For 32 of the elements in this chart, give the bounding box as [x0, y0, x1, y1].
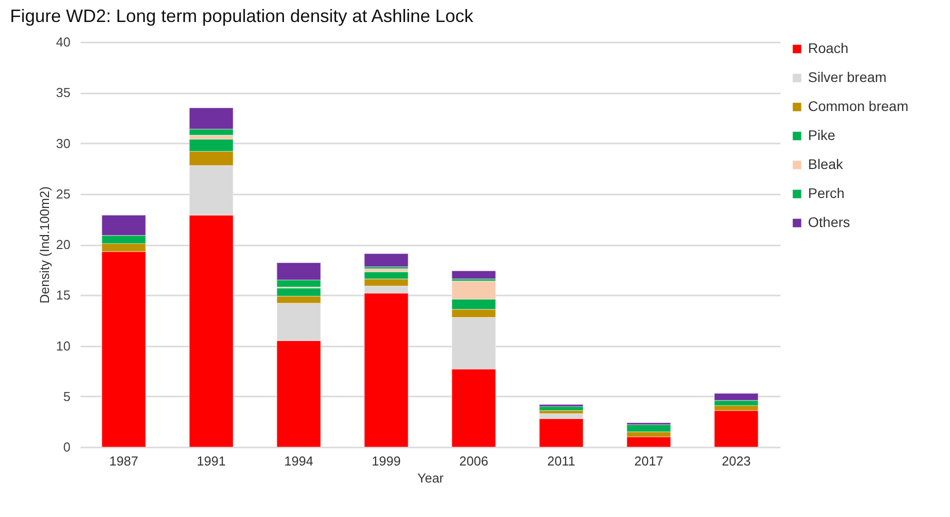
y-tick-label: 15	[56, 288, 70, 303]
x-tick-label: 2023	[722, 454, 751, 468]
legend-label: Bleak	[808, 156, 844, 172]
chart-title: Figure WD2: Long term population density at Ashline Lock	[10, 6, 474, 26]
legend-label: Perch	[808, 185, 845, 201]
y-tick-label: 10	[56, 338, 70, 354]
legend-label: Others	[808, 214, 850, 230]
legend-label: Pike	[808, 127, 836, 143]
bar	[452, 270, 496, 280]
legend-label: Silver bream	[808, 69, 887, 85]
bar	[714, 410, 758, 448]
y-tick-label: 35	[56, 85, 70, 100]
bar	[539, 404, 584, 407]
x-tick-label: 2006	[459, 454, 488, 468]
x-axis-title: Year	[417, 470, 444, 486]
y-tick-label: 40	[56, 34, 70, 50]
y-tick-label: 25	[56, 186, 70, 202]
x-tick-label: 2011	[547, 454, 576, 468]
legend-label: Common bream	[808, 98, 908, 114]
x-tick-label: 2017	[634, 454, 664, 468]
y-axis-title: Density (Ind.100m2)	[37, 186, 52, 304]
y-tick-label: 30	[56, 136, 70, 151]
x-tick-label: 1999	[372, 454, 401, 468]
y-tick-label: 5	[63, 388, 70, 404]
x-tick-label: 1994	[284, 454, 314, 468]
legend-label: Roach	[808, 40, 848, 56]
y-tick-label: 20	[56, 237, 70, 252]
bar	[364, 253, 408, 268]
x-tick-label: 1991	[196, 454, 226, 468]
x-tick-label: 1987	[109, 454, 138, 468]
y-tick-label: 0	[63, 440, 70, 454]
bar	[539, 418, 584, 448]
